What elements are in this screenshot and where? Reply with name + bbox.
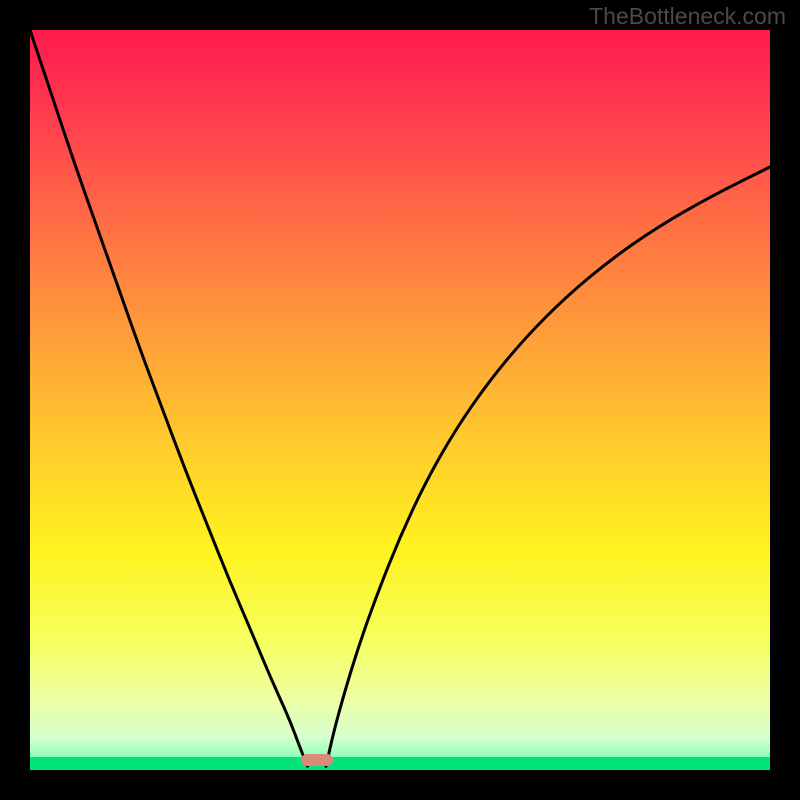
curve-svg — [30, 30, 770, 770]
curve-left-branch — [30, 30, 308, 766]
curve-right-branch — [326, 167, 770, 766]
plot-area — [30, 30, 770, 770]
chart-container: TheBottleneck.com — [0, 0, 800, 800]
optimal-point-marker — [301, 754, 333, 766]
watermark-text: TheBottleneck.com — [589, 3, 786, 30]
